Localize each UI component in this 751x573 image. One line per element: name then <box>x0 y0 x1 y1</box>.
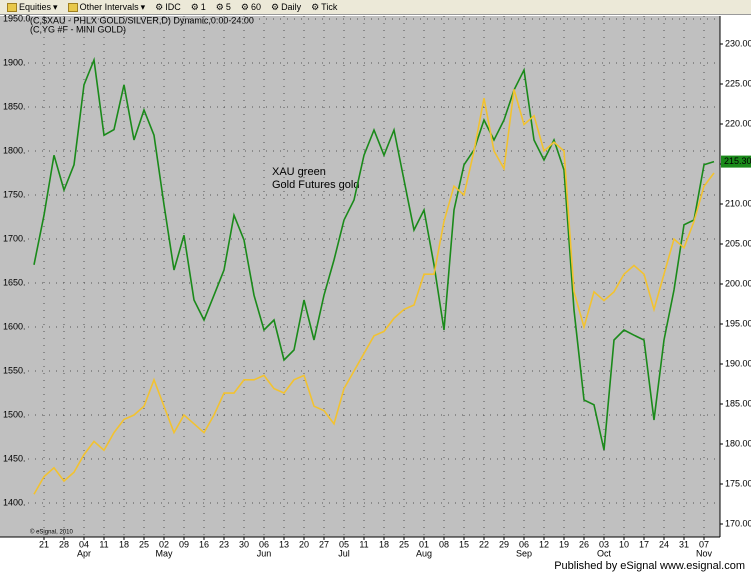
toolbar-label: Tick <box>321 2 338 12</box>
y2-tick-label: 185.00 <box>725 398 751 408</box>
toolbar-label: Daily <box>281 2 302 12</box>
toolbar-button[interactable]: Other Intervals ▾ <box>65 2 149 13</box>
y-tick-label: 1650. <box>3 277 26 287</box>
y2-tick-label: 220.00 <box>725 118 751 128</box>
toolbar-button[interactable]: ⚙ Daily <box>270 1 302 13</box>
month-label: Oct <box>597 548 612 558</box>
y-tick-label: 1400. <box>3 497 26 507</box>
x-tick-label: 31 <box>679 539 689 549</box>
x-tick-label: 13 <box>279 539 289 549</box>
x-tick-label: 16 <box>199 539 209 549</box>
toolbar-label: IDC <box>165 2 181 12</box>
legend-line: (C,$XAU - PHLX GOLD/SILVER,D) Dynamic,0:… <box>30 15 254 25</box>
x-tick-label: 11 <box>99 539 108 549</box>
x-tick-label: 11 <box>359 539 368 549</box>
toolbar-button[interactable]: ⚙ IDC <box>155 1 181 13</box>
y-tick-label: 1700. <box>3 233 26 243</box>
x-tick-label: 30 <box>239 539 249 549</box>
footer: Published by eSignal www.esignal.com <box>554 560 745 572</box>
y-tick-label: 1600. <box>3 321 26 331</box>
y2-tick-label: 190.00 <box>725 358 751 368</box>
x-tick-label: 29 <box>499 539 509 549</box>
x-tick-label: 25 <box>139 539 149 549</box>
y2-tick-label: 205.00 <box>725 238 751 248</box>
month-label: Aug <box>416 548 432 558</box>
y-tick-label: 1750. <box>3 189 26 199</box>
x-tick-label: 15 <box>459 539 469 549</box>
copyright: © eSignal, 2010 <box>30 529 73 536</box>
grid <box>28 16 720 537</box>
toolbar-button[interactable]: ⚙ 5 <box>215 1 231 13</box>
y2-tick-label: 175.00 <box>725 478 751 488</box>
toolbar-label: Equities <box>19 2 52 12</box>
month-label: Jun <box>257 548 272 558</box>
x-tick-label: 04 <box>79 539 89 549</box>
y2-tick-label: 210.00 <box>725 198 751 208</box>
last-value-label: 215.30 <box>724 156 751 166</box>
y2-tick-label: 180.00 <box>725 438 751 448</box>
toolbar-button[interactable]: ⚙ 60 <box>240 1 261 13</box>
x-tick-label: 28 <box>59 539 69 549</box>
y2-tick-label: 200.00 <box>725 278 751 288</box>
y-tick-label: 1800. <box>3 145 26 155</box>
toolbar-label: Other Intervals <box>79 2 139 12</box>
x-tick-label: 06 <box>259 539 269 549</box>
y2-tick-label: 195.00 <box>725 318 751 328</box>
y-tick-label: 1900. <box>3 57 26 67</box>
x-tick-label: 27 <box>319 539 329 549</box>
x-tick-label: 18 <box>119 539 129 549</box>
y-tick-label: 1450. <box>3 453 26 463</box>
month-label: May <box>155 548 173 558</box>
x-tick-label: 23 <box>219 539 229 549</box>
toolbar-button[interactable]: Equities ▾ <box>4 2 61 13</box>
x-tick-label: 25 <box>399 539 409 549</box>
x-tick-label: 05 <box>339 539 349 549</box>
series-line <box>33 89 715 495</box>
x-tick-label: 26 <box>579 539 589 549</box>
x-tick-label: 01 <box>419 539 429 549</box>
month-label: Nov <box>696 548 713 558</box>
x-tick-label: 24 <box>659 539 669 549</box>
x-tick-label: 22 <box>479 539 489 549</box>
month-label: Apr <box>77 548 91 558</box>
month-label: Jul <box>338 548 350 558</box>
month-label: Sep <box>516 548 532 558</box>
series-line <box>33 56 715 451</box>
x-tick-label: 17 <box>639 539 649 549</box>
x-tick-label: 12 <box>539 539 549 549</box>
x-tick-label: 20 <box>299 539 309 549</box>
y2-tick-label: 225.00 <box>725 78 751 88</box>
plot-background <box>0 16 720 537</box>
toolbar-label: 60 <box>250 2 261 12</box>
x-tick-label: 19 <box>559 539 569 549</box>
toolbar-label: 1 <box>200 2 206 12</box>
y-tick-label: 1850. <box>3 101 26 111</box>
annotation: XAU green <box>272 166 326 178</box>
y-tick-label: 1550. <box>3 365 26 375</box>
x-tick-label: 03 <box>599 539 609 549</box>
y-tick-label: 1500. <box>3 409 26 419</box>
x-tick-label: 08 <box>439 539 449 549</box>
legend-line: (C,YG #F - MINI GOLD) <box>30 24 126 34</box>
y2-tick-label: 170.00 <box>725 518 751 528</box>
toolbar: Equities ▾ Other Intervals ▾ ⚙ IDC ⚙ 1 ⚙… <box>0 0 751 15</box>
annotation: Gold Futures gold <box>272 179 359 191</box>
x-tick-label: 21 <box>39 539 49 549</box>
y2-tick-label: 230.00 <box>725 38 751 48</box>
toolbar-button[interactable]: ⚙ 1 <box>190 1 206 13</box>
x-tick-label: 02 <box>159 539 169 549</box>
toolbar-label: 5 <box>225 2 231 12</box>
y-tick-label: 1950.0 <box>3 13 31 23</box>
x-tick-label: 10 <box>619 539 629 549</box>
x-tick-label: 06 <box>519 539 529 549</box>
x-tick-label: 07 <box>699 539 709 549</box>
x-tick-label: 09 <box>179 539 189 549</box>
x-tick-label: 18 <box>379 539 389 549</box>
last-value-box <box>721 155 751 168</box>
toolbar-button[interactable]: ⚙ Tick <box>311 1 338 13</box>
